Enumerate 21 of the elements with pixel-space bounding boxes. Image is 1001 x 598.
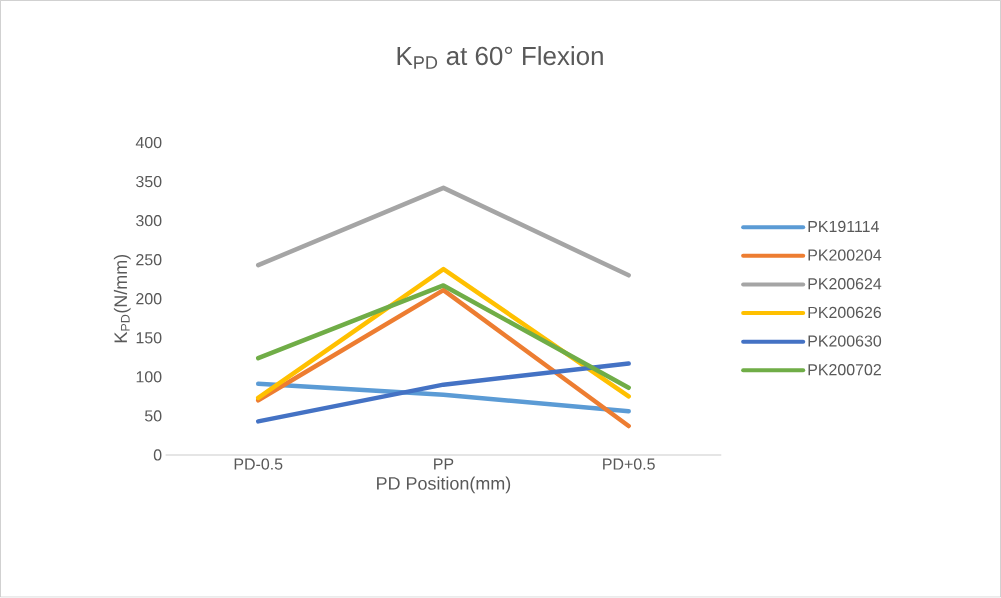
y-axis-title: K$_{PD}$(N/mm) [113,255,131,343]
y-tick-label: 200 [136,293,162,305]
y-tick-label: 150 [136,332,162,344]
x-tick-label: PD+0.5 [603,458,655,470]
y-tick-label: 300 [136,215,162,227]
x-tick-label: PD-0.5 [234,458,283,470]
chart-title: K$_{PD}$ at 60° Flexion [397,46,603,70]
y-tick-label: 250 [136,254,162,266]
y-tick-label: 400 [135,137,162,149]
x-axis-title: PD Position(mm) [377,476,511,494]
legend-label: PK200630 [808,335,882,347]
legend-label: PK200702 [808,364,881,376]
y-tick-label: 100 [136,371,162,383]
x-tick-label: PP [434,458,454,470]
legend-label: PK191114 [808,221,879,233]
legend-label: PK200626 [808,307,882,319]
legend-label: PK200624 [808,278,882,290]
y-tick-label: 50 [144,410,162,422]
legend-label: PK200204 [808,249,882,262]
y-tick-label: 350 [136,176,162,188]
y-tick-label: 0 [153,449,162,461]
